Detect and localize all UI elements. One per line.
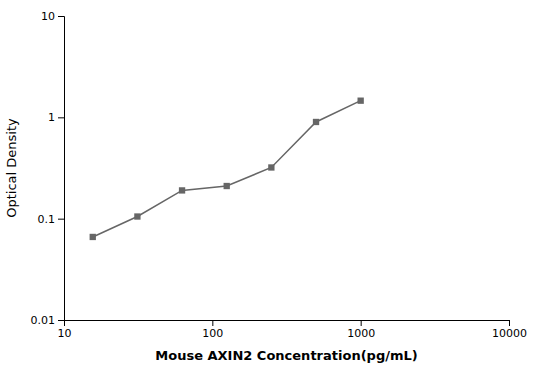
tick: 0.01: [31, 314, 65, 327]
tick-label: 0.01: [31, 314, 56, 327]
tick: 0.1: [38, 213, 65, 226]
marker: [313, 119, 319, 125]
marker: [268, 164, 274, 170]
axis-line: [58, 17, 65, 321]
tick: 10000: [492, 320, 527, 340]
tick-label: 10: [58, 327, 72, 340]
y-axis: 0.01 0.1 1 10: [31, 10, 65, 327]
tick: 10: [58, 320, 72, 340]
marker: [224, 183, 230, 189]
tick-mark: [509, 320, 510, 326]
tick: 100: [202, 320, 223, 340]
tick-label: 1000: [347, 327, 375, 340]
tick-label: 100: [202, 327, 223, 340]
tick-label: 0.1: [38, 213, 56, 226]
tick: 10: [41, 10, 64, 23]
tick: 1: [48, 111, 64, 124]
tick: 1000: [347, 320, 375, 340]
tick-label: 1: [48, 111, 55, 124]
tick-label: 10000: [492, 327, 527, 340]
marker: [134, 213, 140, 219]
tick-mark: [58, 16, 64, 17]
marker: [179, 187, 185, 193]
series: [90, 98, 364, 241]
plot-area: 10 100 1000 10000 0.01 0.1 1 10: [31, 10, 528, 340]
chart: 10 100 1000 10000 0.01 0.1 1 10 Mouse AXIN2 Conc…: [0, 0, 533, 372]
axis-line: [65, 321, 510, 327]
y-axis-title: Optical Density: [4, 118, 19, 218]
tick-mark: [212, 320, 213, 326]
line: [93, 101, 361, 237]
tick-mark: [58, 320, 64, 321]
x-axis-title: Mouse AXIN2 Concentration(pg/mL): [155, 348, 417, 363]
tick-mark: [58, 219, 64, 220]
tick-mark: [361, 320, 362, 326]
tick-label: 10: [41, 10, 55, 23]
x-axis: 10 100 1000 10000: [58, 320, 528, 340]
marker: [358, 98, 364, 104]
marker: [90, 234, 96, 240]
tick-mark: [58, 117, 64, 118]
